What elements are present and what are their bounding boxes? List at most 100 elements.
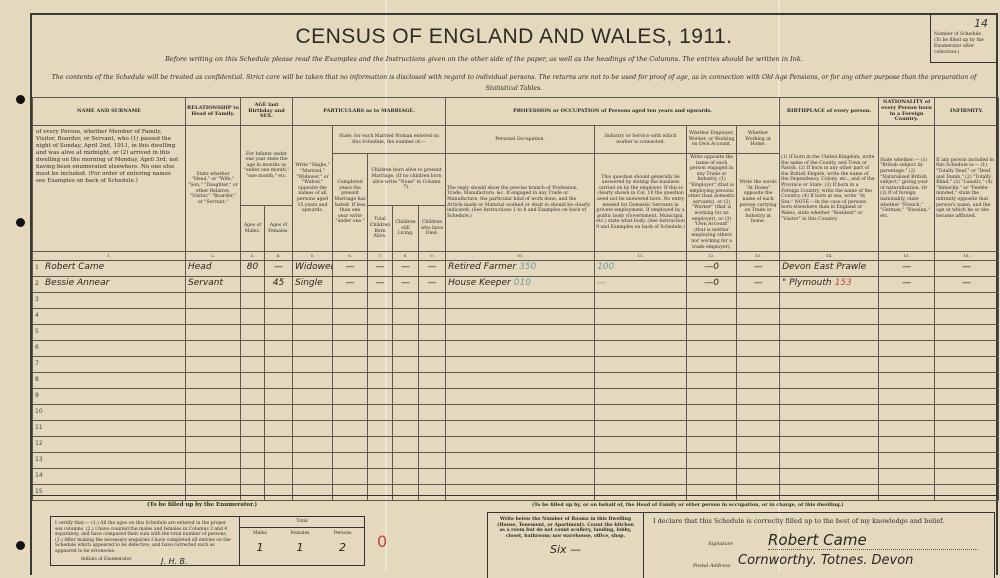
cell-male <box>240 307 265 325</box>
cell-inf <box>934 451 1000 469</box>
cell-name: 6 <box>32 339 186 357</box>
cell-c6: — <box>332 275 369 293</box>
cell-female <box>263 483 294 501</box>
cell-occ <box>445 291 596 309</box>
cell-male <box>240 403 265 421</box>
value-emp: —0 <box>704 262 719 273</box>
cell-female: 45 <box>263 275 294 293</box>
value-c7: — <box>375 278 385 289</box>
cell-name: 11 <box>32 419 186 437</box>
row-number: 3 <box>35 296 39 304</box>
totals: Total Males Females Persons 1 1 2 <box>239 517 364 565</box>
cell-marriage <box>292 387 334 405</box>
cell-inf <box>934 355 1000 373</box>
cell-nat <box>878 435 936 453</box>
col13-instructions: Write the words "At Home" opposite the n… <box>736 152 781 253</box>
table-row: 1 Robert Came Head 80 — Widower — — — — Retired Fa… <box>32 259 1000 277</box>
binding-hole <box>16 541 25 550</box>
cell-emp <box>686 419 738 437</box>
cell-birth <box>779 435 880 453</box>
col6-9-instructions: State, for each Married Woman entered on… <box>332 125 447 154</box>
enumerator-certification: I certify that:— (1.) All the ages on th… <box>55 521 231 554</box>
cell-c9 <box>418 403 447 421</box>
value-c7: — <box>375 262 385 273</box>
cell-inf <box>934 291 1000 309</box>
header-occupation: PROFESSION or OCCUPATION of Persons aged… <box>445 97 781 126</box>
table-row: 12 <box>32 435 1000 453</box>
cell-name: 2 Bessie Annear <box>32 275 186 293</box>
cell-rel <box>185 291 241 309</box>
row-number: 15 <box>35 488 43 496</box>
schedule-number-note: (To be filled up by the Enumerator after… <box>934 38 984 55</box>
cell-emp <box>686 339 738 357</box>
cell-c8 <box>392 451 420 469</box>
cell-emp <box>686 467 738 485</box>
cell-male <box>240 387 265 405</box>
header-name: NAME AND SURNAME <box>32 97 186 126</box>
value-female: 45 <box>272 278 285 289</box>
cell-occ <box>445 355 596 373</box>
cell-name: 14 <box>32 467 186 485</box>
cell-name: 4 <box>32 307 186 325</box>
cell-ind <box>594 371 688 389</box>
cell-marriage <box>292 291 334 309</box>
cell-c8 <box>392 467 420 485</box>
cell-inf <box>934 371 1000 389</box>
row-number: 10 <box>35 408 43 416</box>
cell-ind <box>594 291 688 309</box>
value-inf: — <box>962 262 972 273</box>
value-name: Robert Came <box>45 262 105 273</box>
cell-c6: — <box>332 259 369 277</box>
col1-instructions: of every Person, whether Member of Famil… <box>32 124 186 253</box>
col12-instructions: Write opposite the name of each person e… <box>686 152 738 253</box>
cell-c8 <box>392 403 420 421</box>
value-c6: — <box>345 278 355 289</box>
cell-c9 <box>418 355 447 373</box>
cell-c7 <box>367 291 394 309</box>
cell-c6 <box>332 323 369 341</box>
cell-emp <box>686 307 738 325</box>
table-row: 11 <box>32 419 1000 437</box>
cell-marriage <box>292 419 334 437</box>
cell-name: 9 <box>32 387 186 405</box>
table-row: 8 <box>32 371 1000 389</box>
cell-male: 80 <box>240 259 265 277</box>
row-number: 11 <box>35 424 43 432</box>
cell-marriage <box>292 435 334 453</box>
cell-female <box>263 371 294 389</box>
cell-nat <box>878 371 936 389</box>
value-c6: — <box>345 262 355 273</box>
table-row: 5 <box>32 323 1000 341</box>
column-number: 6. <box>332 251 369 261</box>
column-number: 14. <box>779 251 880 261</box>
cell-c9 <box>418 291 447 309</box>
row-number: 4 <box>35 312 39 320</box>
binding-hole <box>16 218 25 227</box>
cell-emp: —0 <box>686 275 738 293</box>
table-row: 15 <box>32 483 1000 501</box>
cell-male <box>240 467 265 485</box>
cell-ind <box>594 323 688 341</box>
cell-ind <box>594 451 688 469</box>
cell-rel <box>185 323 241 341</box>
cell-home <box>736 483 781 501</box>
column-numbers: 1. 2. 3. 4. 5. 6. 7. 8. 9. 10. 11. 12. 13. 14. 15. 16. <box>32 251 1000 261</box>
cell-female <box>263 467 294 485</box>
cell-birth <box>779 323 880 341</box>
cell-inf <box>934 483 1000 501</box>
table-row: 3 <box>32 291 1000 309</box>
value-home: — <box>753 278 763 289</box>
col7-label: Total Children Born Alive. <box>367 205 394 253</box>
cell-c8 <box>392 307 420 325</box>
col8-label: Children still Living. <box>392 205 420 253</box>
col11-instructions: This question should generally be answer… <box>594 152 688 253</box>
column-number: 4. <box>263 251 294 261</box>
cell-birth <box>779 339 880 357</box>
cell-name: 7 <box>32 355 186 373</box>
cell-marriage <box>292 339 334 357</box>
cell-c7 <box>367 307 394 325</box>
cell-c7: — <box>367 275 394 293</box>
cell-birth <box>779 355 880 373</box>
cell-emp <box>686 371 738 389</box>
cell-ind <box>594 387 688 405</box>
